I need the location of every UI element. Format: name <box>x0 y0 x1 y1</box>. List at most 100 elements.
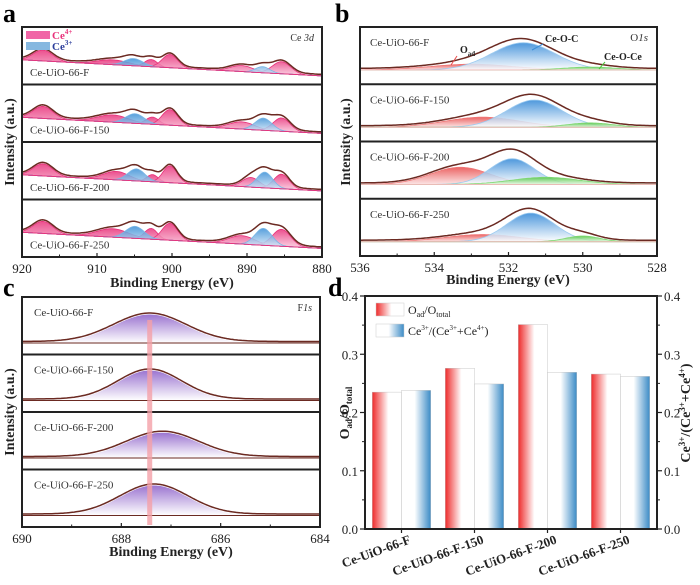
envelope-curve <box>21 161 323 191</box>
panel-d-ticks: 0.0 0.0 0.1 0.1 0.2 0.2 0.3 0.3 0.4 0.4 <box>342 289 681 537</box>
y-tick-label-right: 0.1 <box>664 464 680 479</box>
y-tick-label-right: 0.4 <box>664 289 681 304</box>
background-line <box>21 174 323 192</box>
spectrum-row: Ce-UiO-66-F-200 <box>360 148 657 185</box>
y-tick-label-right: 0.2 <box>664 406 680 421</box>
sample-label: Ce-UiO-66-F-250 <box>34 480 114 492</box>
panel-b-title: O1s <box>630 32 648 44</box>
annotation-ce-o-c-pointer <box>531 43 544 51</box>
panel-a-legend: Ce4+ Ce3+ <box>26 28 72 53</box>
panel-d-bar-chart: Ce-UiO-66-FCe-UiO-66-F-150Ce-UiO-66-F-20… <box>338 289 694 579</box>
panel-d-legend: Oad/Ototal Ce3+/(Ce3++Ce4+) <box>375 302 488 338</box>
panel-b-x-ticks: 536 534 532 530 528 <box>350 252 667 275</box>
envelope-curve <box>22 368 320 400</box>
bar-oad-ratio <box>591 373 621 530</box>
spectrum-row: Ce-UiO-66-F-150 <box>22 365 320 401</box>
f1s-component <box>22 314 320 343</box>
panel-d-bars: Ce-UiO-66-FCe-UiO-66-F-150Ce-UiO-66-F-20… <box>340 324 650 579</box>
annotation-ce-o-c: Ce-O-C <box>545 34 578 45</box>
sample-label: Ce-UiO-66-F-200 <box>34 422 114 434</box>
y-tick-label-left: 0.4 <box>342 289 359 304</box>
legend-label-oad: Oad/Ototal <box>408 303 451 319</box>
panel-c-f1s: Ce-UiO-66-F Ce-UiO-66-F-150 Ce-UiO-66-F-20… <box>3 296 330 560</box>
bar-oad-ratio <box>372 391 402 530</box>
panel-b-spectra: Ce-UiO-66-F Ce-UiO-66-F-150 Ce-UiO-66-F-20… <box>359 37 658 243</box>
envelope-curve <box>21 104 323 133</box>
panel-d-y-axis-left-title: Oad/Ototal <box>338 386 354 439</box>
sample-label: Ce-UiO-66-F-250 <box>30 240 110 252</box>
panel-b-o1s: Ce-UiO-66-F Ce-UiO-66-F-150 Ce-UiO-66-F-20… <box>339 26 667 288</box>
annotation-oad: Oad <box>460 45 475 58</box>
x-tick-label: 530 <box>573 260 593 275</box>
bar-ce3-ratio <box>474 383 504 530</box>
sample-label: Ce-UiO-66-F-250 <box>370 209 450 221</box>
legend-swatch-oad <box>375 302 405 317</box>
y-tick-label-left: 0.3 <box>342 347 358 362</box>
panel-b-y-axis-title: Intensity (a.u.) <box>339 98 354 186</box>
sample-label: Ce-UiO-66-F <box>30 67 89 79</box>
legend-label-ce3: Ce3+ <box>52 39 72 53</box>
y-tick-label-right: 0.0 <box>664 522 680 537</box>
x-tick-label: 890 <box>237 261 257 276</box>
annotation-ce-o-ce: Ce-O-Ce <box>604 52 642 63</box>
annotation-ce-o-ce-pointer <box>598 61 606 70</box>
spectrum-row: Ce-UiO-66-F-200 <box>22 422 320 459</box>
legend-swatch-ce-ratio <box>375 323 405 338</box>
panel-c-title: F1s <box>298 303 313 314</box>
y-tick-label-left: 0.1 <box>342 464 358 479</box>
panel-c-x-ticks: 690 688 686 684 <box>12 523 330 546</box>
background-line <box>21 116 323 134</box>
panel-a-x-axis-title: Binding Energy (eV) <box>110 276 234 291</box>
sample-label: Ce-UiO-66-F <box>370 37 429 49</box>
x-tick-label: 688 <box>112 531 132 546</box>
legend-swatch-ce4 <box>26 31 50 39</box>
spectrum-row: Ce-UiO-66-F <box>359 37 658 71</box>
panel-a-spectra: Ce-UiO-66-F Ce-UiO-66-F-150 Ce-UiO-66-F-20… <box>21 47 323 252</box>
envelope-curve <box>22 483 320 515</box>
panel-letter-a: a <box>3 0 16 28</box>
spectrum-row: Ce-UiO-66-F-250 <box>360 207 657 243</box>
bar-ce3-ratio <box>620 376 650 530</box>
envelope-curve <box>22 430 320 458</box>
envelope-curve <box>360 148 657 184</box>
envelope-curve <box>21 47 323 76</box>
panel-letter-d: d <box>328 273 343 302</box>
sample-label: Ce-UiO-66-F-200 <box>30 182 110 194</box>
panel-letter-b: b <box>335 0 349 28</box>
panel-letter-c: c <box>3 273 15 302</box>
bar-ce3-ratio <box>547 372 577 530</box>
x-tick-label: 910 <box>87 261 107 276</box>
legend-label-ce-ratio: Ce3+/(Ce3++Ce4+) <box>408 324 488 338</box>
sample-label: Ce-UiO-66-F-200 <box>370 152 450 164</box>
x-tick-label: 690 <box>12 531 32 546</box>
f1s-component <box>22 485 320 516</box>
x-tick-label: 686 <box>211 531 231 546</box>
spectrum-row: Ce-UiO-66-F <box>21 47 323 79</box>
envelope-curve <box>21 219 323 248</box>
panel-d-y-axis-right-title: Ce3+/(Ce3++Ce4+) <box>677 363 694 462</box>
spectrum-row: Ce-UiO-66-F-150 <box>21 104 323 137</box>
background-line <box>21 231 323 249</box>
sample-label: Ce-UiO-66-F-150 <box>370 94 450 106</box>
panel-c-y-axis-title: Intensity (a.u.) <box>3 368 18 456</box>
f1s-component <box>22 370 320 401</box>
y-tick-label-left: 0.0 <box>342 522 358 537</box>
y-tick-label-left: 0.2 <box>342 406 358 421</box>
sample-label: Ce-UiO-66-F-150 <box>30 125 110 137</box>
panel-c-x-axis-title: Binding Energy (eV) <box>109 545 233 560</box>
panel-a-ce3d: Ce-UiO-66-F Ce-UiO-66-F-150 Ce-UiO-66-F-20… <box>3 26 332 291</box>
panel-a-title: Ce 3d <box>290 33 315 44</box>
envelope-curve <box>360 37 657 70</box>
x-tick-label: 532 <box>499 260 519 275</box>
legend-swatch-ce3 <box>26 42 50 50</box>
sample-label: Ce-UiO-66-F <box>34 307 93 319</box>
spectrum-row: Ce-UiO-66-F-250 <box>22 480 320 516</box>
panel-c-spectra: Ce-UiO-66-F Ce-UiO-66-F-150 Ce-UiO-66-F-20… <box>22 307 320 525</box>
spectrum-row: Ce-UiO-66-F-200 <box>21 161 323 194</box>
spectrum-row: Ce-UiO-66-F-150 <box>359 93 658 128</box>
x-tick-label: 684 <box>310 531 330 546</box>
background-line <box>21 59 323 77</box>
reference-line-687ev <box>147 320 153 525</box>
spectrum-row: Ce-UiO-66-F <box>22 307 320 344</box>
